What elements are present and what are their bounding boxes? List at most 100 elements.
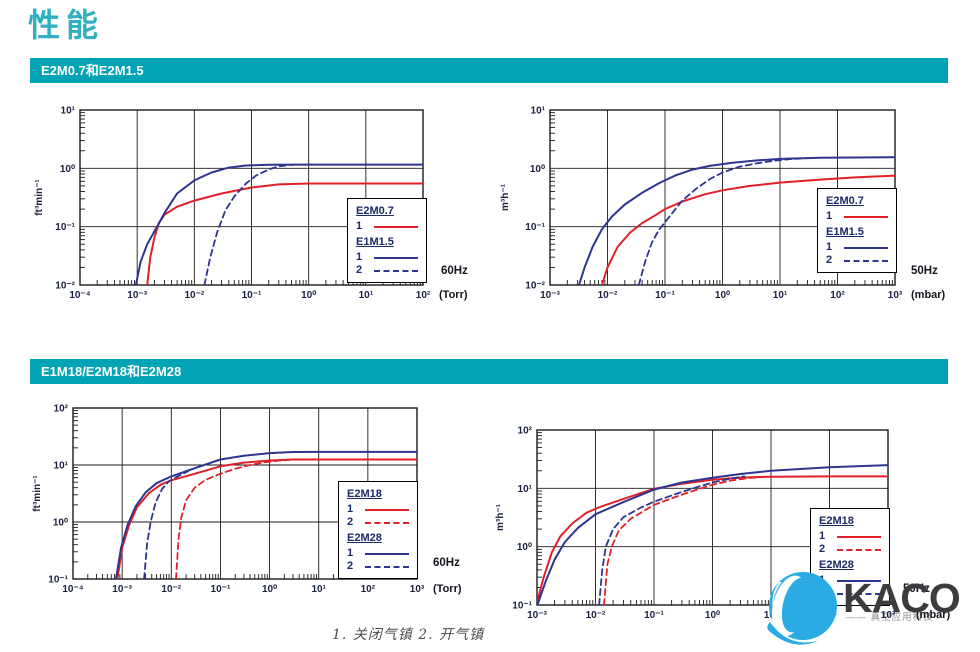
svg-text:10²: 10² (361, 584, 376, 595)
svg-text:10⁻¹: 10⁻¹ (655, 290, 675, 301)
svg-text:10⁰: 10⁰ (530, 164, 545, 175)
x-axis-unit-label: (mbar) (911, 289, 946, 301)
svg-text:10⁻¹: 10⁻¹ (242, 290, 262, 301)
section-banner-e1m18-e2m18-e2m28: E1M18/E2M18和E2M28 (30, 359, 948, 384)
frequency-label: 60Hz (441, 265, 468, 277)
legend-line-sample (365, 508, 409, 511)
legend-entry-label: 1 (347, 547, 354, 559)
legend-line-sample (365, 521, 409, 524)
svg-text:10²: 10² (54, 404, 69, 415)
series-E2M18 (2) (175, 459, 290, 579)
chart-canvas-c1: 10⁻⁴ 10⁻³ 10⁻² 10⁻¹ 10⁰ 10¹ 10² 10¹ 10⁰ 10⁻¹ 10⁻² f… (34, 106, 468, 302)
series-E2M28 (2) (143, 470, 189, 579)
frequency-label: 50Hz (903, 583, 930, 595)
legend-entry-label: 1 (347, 503, 354, 515)
svg-text:10²: 10² (416, 290, 431, 301)
svg-text:10⁰: 10⁰ (715, 290, 730, 301)
legend-entry: 2 (347, 560, 409, 573)
svg-text:10⁻³: 10⁻³ (112, 584, 132, 595)
svg-text:10⁻⁴: 10⁻⁴ (62, 584, 83, 595)
legend-entry-label: 2 (819, 543, 826, 555)
legend-entry: 1 (347, 503, 409, 516)
kaco-sphere-icon (767, 572, 837, 645)
x-axis-unit-label: (Torr) (439, 289, 468, 301)
svg-text:10³: 10³ (888, 290, 903, 301)
svg-text:10⁻¹: 10⁻¹ (525, 222, 545, 233)
legend-c3: E2M18 1 2 E2M28 1 2 (338, 481, 418, 579)
svg-text:10⁰: 10⁰ (705, 610, 720, 621)
legend-entry-label: 1 (826, 241, 833, 253)
page-title: 性能 (28, 6, 105, 44)
svg-text:10¹: 10¹ (311, 584, 326, 595)
svg-text:10⁰: 10⁰ (53, 518, 68, 529)
svg-text:10⁻²: 10⁻² (184, 290, 204, 301)
y-axis-label: ft³min⁻¹ (34, 179, 45, 216)
legend-entry-label: 2 (347, 516, 354, 528)
chart-e2m07-e1m15-50hz-mbar: 10⁻³ 10⁻² 10⁻¹ 10⁰ 10¹ 10² 10³ 10¹ 10⁰ 10⁻¹ 10⁻² m³… (490, 95, 980, 310)
legend-entry-label: 1 (826, 210, 833, 222)
footnote-caption: 1. 关闭气镇 2. 开气镇 (332, 627, 485, 643)
y-axis-label: m³h⁻¹ (495, 503, 506, 531)
svg-text:10⁻²: 10⁻² (55, 281, 75, 292)
legend-entry: 1 (819, 530, 881, 543)
svg-text:10⁻²: 10⁻² (525, 281, 545, 292)
svg-text:10³: 10³ (410, 584, 425, 595)
legend-entry-label: 2 (347, 560, 354, 572)
legend-entry: 1 (826, 241, 888, 254)
svg-text:10⁻²: 10⁻² (161, 584, 181, 595)
svg-text:10⁰: 10⁰ (301, 290, 316, 301)
series-E1M1.5 (1) (578, 156, 895, 285)
svg-text:10¹: 10¹ (61, 106, 76, 117)
legend-line-sample (837, 548, 881, 551)
svg-text:10⁻¹: 10⁻¹ (512, 601, 532, 612)
legend-entry-label: 1 (356, 220, 363, 232)
svg-text:10⁰: 10⁰ (517, 542, 532, 553)
svg-text:10³: 10³ (881, 610, 896, 621)
logo-tagline: —— 真空应用科技 (846, 612, 934, 623)
legend-line-sample (844, 246, 888, 249)
svg-text:10¹: 10¹ (54, 461, 69, 472)
legend-entry: 2 (826, 254, 888, 267)
legend-entry: 1 (826, 210, 888, 223)
series-E1M1.5 (2) (637, 157, 809, 285)
legend-line-sample (837, 535, 881, 538)
svg-text:10⁻¹: 10⁻¹ (644, 610, 664, 621)
svg-text:10⁻²: 10⁻² (586, 610, 606, 621)
series-E2M28 (1) (115, 450, 417, 579)
legend-line-sample (837, 579, 881, 582)
svg-text:10⁻³: 10⁻³ (127, 290, 147, 301)
legend-group-title: E1M1.5 (826, 226, 864, 238)
svg-text:10⁻³: 10⁻³ (527, 610, 547, 621)
frequency-label: 50Hz (911, 265, 938, 277)
x-axis-unit-label: (mbar) (916, 609, 951, 621)
y-axis-label: m³h⁻¹ (500, 183, 511, 211)
x-axis-unit-label: (Torr) (433, 583, 462, 595)
series-E2M28 (2) (598, 475, 746, 605)
chart-canvas-c2: 10⁻³ 10⁻² 10⁻¹ 10⁰ 10¹ 10² 10³10¹10⁰10⁻¹10⁻²m³… (500, 106, 946, 302)
legend-line-sample (374, 269, 418, 272)
legend-entry: 2 (347, 516, 409, 529)
chart-e2m18-e2m28-50hz-mbar: 10⁻³10⁻²10⁻¹10⁰10¹10²10³10²10¹10⁰10⁻¹m³h… (490, 415, 980, 652)
series-E1M1.5 (1) (134, 163, 423, 285)
legend-entry-label: 2 (826, 254, 833, 266)
legend-line-sample (844, 215, 888, 218)
legend-c1: E2M0.7 1 E1M1.5 1 2 (347, 198, 427, 283)
svg-text:10⁰: 10⁰ (262, 584, 277, 595)
legend-group-title: E1M1.5 (356, 236, 394, 248)
svg-text:10⁻⁴: 10⁻⁴ (69, 290, 90, 301)
legend-line-sample (844, 259, 888, 262)
legend-entry-label: 1 (819, 530, 826, 542)
svg-text:10¹: 10¹ (359, 290, 374, 301)
chart-e2m18-e2m28-60hz-torr: 10⁻⁴ 10⁻³ 10⁻² 10⁻¹ 10⁰ 10¹ 10² 10³ 10² 10¹ 10⁰ 10⁻… (30, 395, 480, 627)
chart-e2m07-e1m15-60hz-torr: 10⁻⁴ 10⁻³ 10⁻² 10⁻¹ 10⁰ 10¹ 10² 10¹ 10⁰ 10⁻¹ 10⁻² f… (30, 95, 480, 310)
legend-entry-label: 2 (356, 264, 363, 276)
legend-line-sample (374, 225, 418, 228)
legend-group-title: E2M0.7 (826, 195, 864, 207)
legend-group-title: E2M0.7 (356, 205, 394, 217)
series-E1M1.5 (2) (203, 163, 297, 285)
series-E2M0.7 (1) (146, 182, 423, 285)
svg-text:10²: 10² (518, 426, 533, 437)
svg-text:10¹: 10¹ (518, 484, 533, 495)
